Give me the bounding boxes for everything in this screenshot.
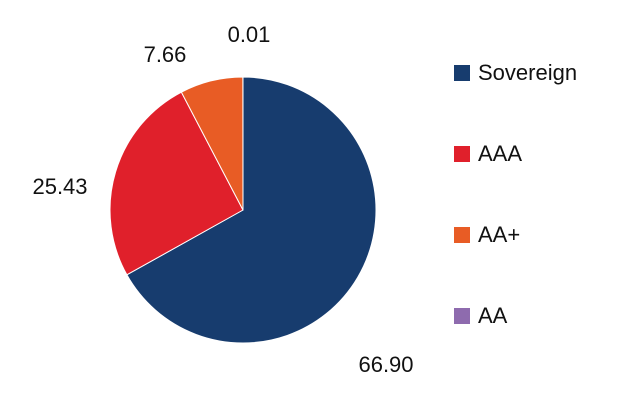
pie-slices: [109, 76, 377, 344]
legend-swatch-aaa: [454, 146, 470, 162]
legend-item-aaa: AAA: [454, 139, 614, 169]
slice-label-sovereign: 66.90: [358, 352, 413, 377]
slice-label-aaa: 25.43: [32, 174, 87, 199]
slice-label-aa: 0.01: [228, 22, 271, 47]
legend-item-aa: AA: [454, 301, 614, 331]
legend-label-aaa: AAA: [478, 141, 523, 166]
legend-swatch-aa: [454, 308, 470, 324]
slice-label-aa-plus: 7.66: [144, 42, 187, 67]
legend-label-aa: AA: [478, 303, 508, 328]
slice-value-labels: 66.90 25.43 7.66 0.01: [32, 22, 413, 377]
pie-slice-sovereign: [126, 76, 377, 344]
legend-item-aa-plus: AA+: [454, 220, 614, 250]
legend-swatch-aa-plus: [454, 227, 470, 243]
legend-item-sovereign: Sovereign: [454, 58, 614, 88]
legend-label-sovereign: Sovereign: [478, 60, 578, 85]
legend-swatch-sovereign: [454, 65, 470, 81]
chart-legend: Sovereign AAA AA+ AA: [454, 58, 614, 382]
pie-slice-aaa: [109, 91, 244, 276]
legend-label-aa-plus: AA+: [478, 222, 521, 247]
